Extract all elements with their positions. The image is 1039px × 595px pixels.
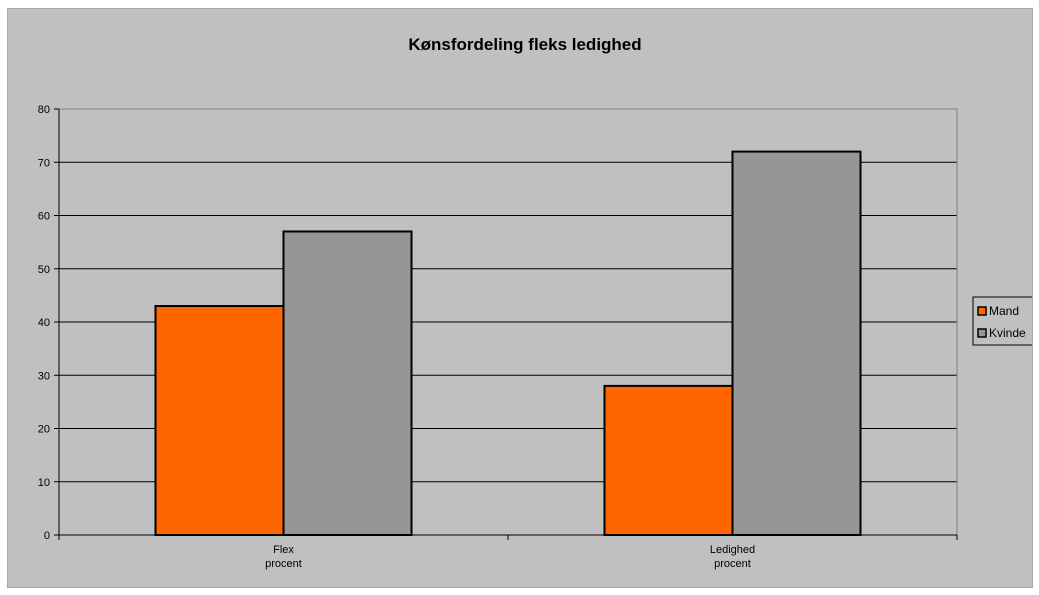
bars [154,150,862,536]
y-tick-label: 30 [38,370,50,382]
legend-swatch-mand [977,306,987,316]
y-tick-label: 80 [38,104,50,116]
x-tick-label: Ledighed procent [710,544,755,570]
y-tick-label: 50 [38,264,50,276]
legend-swatch-kvinde [977,328,987,338]
bar-mand-1 [603,384,734,536]
y-tick-label: 70 [38,157,50,169]
y-tick-label: 60 [38,211,50,223]
legend-label-kvinde: Kvinde [989,326,1026,340]
y-tick-label: 20 [38,424,50,436]
x-tick-label: Flex procent [265,544,302,570]
bar-mand-0 [154,305,285,536]
y-tick-label: 40 [38,317,50,329]
y-tick-label: 10 [38,477,50,489]
bar-kvinde-0 [282,230,413,536]
bar-kvinde-1 [731,150,862,536]
legend-label-mand: Mand [989,304,1019,318]
chart-area: Kønsfordeling fleks ledighed 0 10 20 30 40 50… [7,8,1033,588]
legend: Mand Kvinde [972,296,1032,346]
chart-title: Kønsfordeling fleks ledighed [408,35,641,54]
axes: 0 10 20 30 40 50 60 70 80 Flex procent Ledighed proc… [38,104,958,570]
chart-svg: Kønsfordeling fleks ledighed 0 10 20 30 40 50… [38,35,1032,570]
y-tick-label: 0 [44,530,50,542]
